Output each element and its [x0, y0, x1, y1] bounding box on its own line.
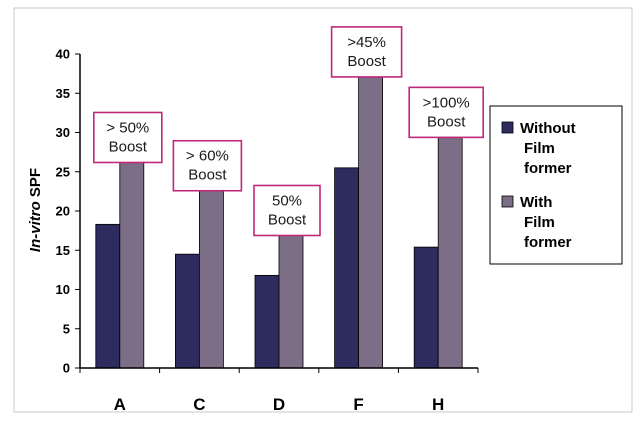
legend: Without Film former With Film former [489, 105, 623, 265]
bar-H-series-2 [437, 128, 463, 369]
annotation-text-H-2: Boost [427, 113, 466, 130]
y-tick-label-5: 5 [63, 321, 70, 336]
y-tick-label-20: 20 [56, 204, 70, 219]
annotation-text-F-2: Boost [347, 53, 386, 70]
x-tick-label-C: C [193, 395, 205, 414]
x-tick-label-H: H [432, 395, 444, 414]
legend-label-2-2: Film [524, 214, 555, 231]
bar-A-series-1 [95, 223, 121, 369]
y-tick-label-10: 10 [56, 282, 70, 297]
legend-label-1-2: Film [524, 140, 555, 157]
annotation-text-C-1: > 60% [186, 148, 229, 165]
annotation-text-A-2: Boost [109, 138, 148, 155]
annotation-box-C [172, 139, 243, 192]
legend-swatch-1 [501, 121, 514, 134]
annotations-group: > 50% Boost > 60% Boost 50% Boost >45% Boost >10… [93, 26, 485, 237]
bar-A-series-2 [119, 154, 145, 369]
bar-D-series-1 [254, 274, 280, 369]
annotation-text-D-2: Boost [268, 211, 307, 228]
annotation-box-F [330, 26, 403, 78]
bar-C-series-2 [198, 182, 224, 369]
bar-C-series-1 [174, 253, 200, 369]
y-tick-label-25: 25 [56, 164, 70, 179]
annotation-text-D-1: 50% [272, 192, 302, 209]
x-tick-label-D: D [273, 395, 285, 414]
annotation-text-C-2: Boost [188, 167, 227, 184]
legend-label-1-1: Without [520, 120, 576, 137]
annotation-text-A-1: > 50% [106, 119, 149, 136]
y-tick-label-35: 35 [56, 86, 70, 101]
x-tick-label-A: A [114, 395, 126, 414]
bar-F-series-1 [334, 167, 360, 369]
y-tick-label-15: 15 [56, 243, 70, 258]
legend-label-1-3: former [524, 160, 572, 177]
annotation-box-D [253, 184, 321, 237]
y-tick-label-0: 0 [63, 361, 70, 376]
bar-D-series-2 [278, 227, 304, 369]
legend-label-2-3: former [524, 234, 572, 251]
y-axis-label: In-vitro SPF [27, 168, 44, 252]
annotation-box-H [408, 86, 485, 139]
annotation-box-A [93, 111, 163, 164]
legend-swatch-2 [501, 195, 514, 208]
bar-F-series-2 [358, 68, 384, 369]
axes-group: A C D F H 0 5 10 15 20 25 30 35 40 [56, 47, 479, 414]
y-axis-label-rest: SPF [27, 168, 44, 201]
annotation-text-F-1: >45% [347, 34, 386, 51]
x-tick-label-F: F [353, 395, 363, 414]
y-tick-label-40: 40 [56, 47, 70, 62]
bar-H-series-1 [413, 246, 439, 369]
y-tick-label-30: 30 [56, 125, 70, 140]
annotation-text-H-1: >100% [423, 94, 470, 111]
y-axis-label-italic: In-vitro [27, 201, 44, 252]
legend-label-2-1: With [520, 194, 552, 211]
